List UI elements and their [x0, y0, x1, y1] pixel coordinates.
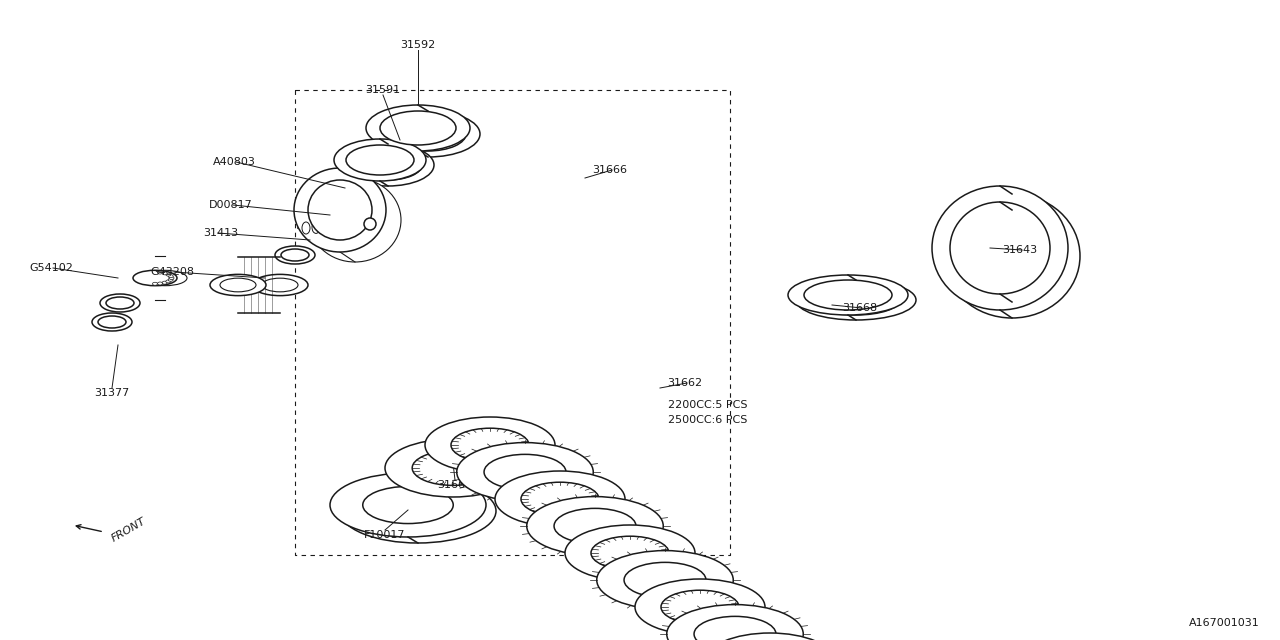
Ellipse shape [99, 316, 125, 328]
Ellipse shape [346, 145, 413, 175]
Ellipse shape [788, 275, 908, 315]
Ellipse shape [342, 144, 434, 186]
Ellipse shape [143, 270, 187, 285]
Ellipse shape [812, 285, 900, 315]
Ellipse shape [564, 525, 695, 581]
Ellipse shape [521, 482, 599, 516]
Ellipse shape [527, 497, 663, 556]
Ellipse shape [596, 550, 733, 609]
Text: 31643: 31643 [1002, 245, 1037, 255]
Ellipse shape [364, 218, 376, 230]
Text: 31377: 31377 [95, 388, 129, 398]
Text: 2500CC:6 PCS: 2500CC:6 PCS [668, 415, 748, 425]
Ellipse shape [495, 471, 625, 527]
Text: 31668: 31668 [842, 303, 877, 313]
Text: A167001031: A167001031 [1189, 618, 1260, 628]
Ellipse shape [262, 278, 298, 292]
Ellipse shape [366, 105, 470, 151]
Ellipse shape [660, 590, 739, 624]
Ellipse shape [362, 486, 453, 524]
Ellipse shape [372, 492, 463, 529]
Text: 31592: 31592 [401, 40, 435, 50]
Ellipse shape [210, 275, 266, 296]
Ellipse shape [591, 536, 669, 570]
Text: 31413: 31413 [202, 228, 238, 238]
Ellipse shape [340, 479, 497, 543]
Ellipse shape [457, 443, 593, 501]
Ellipse shape [694, 616, 776, 640]
Ellipse shape [157, 282, 163, 285]
Ellipse shape [932, 186, 1068, 310]
Ellipse shape [169, 276, 174, 280]
Ellipse shape [425, 417, 556, 473]
Text: FRONT: FRONT [110, 516, 148, 544]
Text: G54102: G54102 [29, 263, 73, 273]
Ellipse shape [166, 273, 170, 276]
Ellipse shape [308, 180, 372, 240]
Ellipse shape [945, 194, 1080, 318]
Ellipse shape [484, 454, 566, 490]
Ellipse shape [451, 428, 529, 462]
Ellipse shape [166, 280, 170, 283]
Ellipse shape [667, 605, 804, 640]
Ellipse shape [963, 210, 1062, 302]
Ellipse shape [106, 297, 134, 309]
Ellipse shape [385, 439, 521, 497]
Ellipse shape [380, 111, 456, 145]
Text: A40803: A40803 [214, 157, 256, 167]
Ellipse shape [100, 294, 140, 312]
Ellipse shape [554, 508, 636, 543]
Ellipse shape [163, 272, 168, 275]
Text: D00817: D00817 [209, 200, 253, 210]
Ellipse shape [308, 178, 401, 262]
Ellipse shape [275, 246, 315, 264]
Text: F10017: F10017 [365, 530, 406, 540]
Ellipse shape [804, 280, 892, 310]
Ellipse shape [252, 275, 308, 296]
Ellipse shape [796, 280, 916, 320]
Ellipse shape [152, 282, 157, 285]
Ellipse shape [133, 270, 177, 285]
Text: 31690: 31690 [573, 498, 609, 508]
Ellipse shape [157, 271, 163, 274]
Ellipse shape [168, 278, 173, 282]
Ellipse shape [705, 633, 835, 640]
Ellipse shape [625, 563, 707, 598]
Ellipse shape [168, 275, 173, 278]
Text: 31591: 31591 [365, 85, 401, 95]
Ellipse shape [294, 168, 387, 252]
Ellipse shape [412, 451, 494, 485]
Ellipse shape [330, 473, 486, 537]
Ellipse shape [376, 111, 480, 157]
Ellipse shape [334, 139, 426, 181]
Text: G43208: G43208 [150, 267, 195, 277]
Ellipse shape [220, 278, 256, 292]
Ellipse shape [163, 281, 168, 284]
Text: 2200CC:5 PCS: 2200CC:5 PCS [668, 400, 748, 410]
Ellipse shape [92, 313, 132, 331]
Text: 31667: 31667 [438, 480, 472, 490]
Ellipse shape [635, 579, 765, 635]
Ellipse shape [282, 249, 308, 261]
Ellipse shape [355, 150, 422, 180]
Ellipse shape [390, 117, 466, 151]
Text: 31666: 31666 [593, 165, 627, 175]
Text: 31662: 31662 [667, 378, 703, 388]
Ellipse shape [950, 202, 1050, 294]
